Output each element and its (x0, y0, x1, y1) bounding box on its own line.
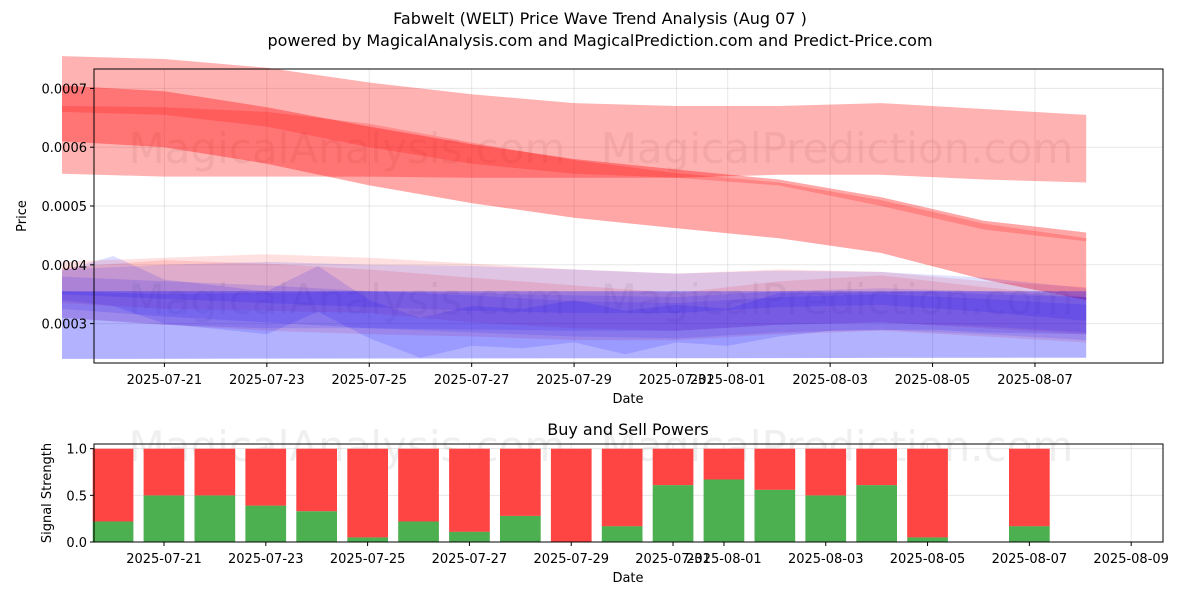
price-y-tick-label: 0.0005 (42, 200, 88, 215)
sell-bar (550, 448, 592, 542)
red-wave-band-4 (62, 260, 1087, 343)
sell-bar (500, 448, 541, 516)
buy-bar (754, 489, 796, 542)
buy-bar (805, 495, 847, 542)
chart-title: Fabwelt (WELT) Price Wave Trend Analysis… (393, 9, 807, 28)
red-wave-band-1 (62, 85, 1087, 301)
sell-bar (754, 448, 796, 490)
price-x-tick-label: 2025-07-21 (127, 373, 203, 388)
blue-wave-band-9 (62, 276, 1087, 341)
buy-sell-title: Buy and Sell Powers (547, 420, 709, 439)
sell-bar (601, 448, 643, 527)
sell-bar (856, 448, 897, 486)
sell-bar (805, 448, 847, 496)
price-x-tick-label: 2025-08-05 (895, 373, 971, 388)
signal-x-tick-label: 2025-07-31 (635, 552, 711, 567)
red-wave-band-0 (62, 56, 1087, 183)
signal-x-tick-label: 2025-08-01 (686, 552, 762, 567)
price-x-tick-label: 2025-07-25 (331, 373, 407, 388)
price-x-tick-label: 2025-08-01 (690, 373, 766, 388)
buy-bar (856, 485, 897, 542)
signal-x-axis-label: Date (612, 571, 643, 586)
sell-bar (92, 448, 134, 522)
price-y-tick-label: 0.0007 (42, 82, 88, 97)
price-x-axis: 2025-07-21 2025-07-23 2025-07-25 2025-07-27… (127, 363, 1073, 388)
signal-x-tick-label: 2025-08-05 (890, 552, 966, 567)
signal-x-tick-label: 2025-08-03 (788, 552, 864, 567)
watermark-prediction-top: MagicalPrediction.com (601, 124, 1074, 173)
sell-bar (143, 448, 185, 496)
signal-x-tick-label: 2025-08-09 (1093, 552, 1169, 567)
price-x-axis-label: Date (612, 392, 643, 407)
price-x-tick-label: 2025-08-07 (997, 373, 1073, 388)
buy-bar (1009, 526, 1050, 542)
signal-y-tick-label: 1.0 (66, 443, 87, 458)
signal-x-tick-label: 2025-07-27 (432, 552, 508, 567)
sell-bar (245, 448, 287, 506)
buy-bar (347, 537, 388, 542)
signal-x-axis: 2025-07-21 2025-07-23 2025-07-25 2025-07-27… (126, 542, 1169, 567)
blue-wave-band-6 (62, 256, 1087, 358)
price-x-tick-label: 2025-07-27 (434, 373, 510, 388)
sell-bar (296, 448, 337, 512)
buy-bar (601, 526, 643, 542)
buy-bar (245, 505, 287, 542)
price-grid (94, 69, 1163, 363)
red-wave-band-3 (62, 254, 1087, 335)
price-y-axis: 0.0003 0.0004 0.0005 0.0006 0.0007 (42, 82, 94, 333)
price-x-tick-label: 2025-07-23 (229, 373, 305, 388)
signal-y-tick-label: 0.0 (66, 536, 87, 551)
buy-bar (92, 521, 134, 542)
signal-bars (92, 448, 1050, 542)
signal-y-axis-label: Signal Strength (40, 443, 55, 543)
chart-subtitle: powered by MagicalAnalysis.com and Magic… (267, 31, 933, 50)
signal-x-tick-label: 2025-07-29 (533, 552, 609, 567)
price-y-tick-label: 0.0006 (42, 141, 88, 156)
blue-wave-band-7 (62, 261, 1087, 321)
signal-x-tick-label: 2025-07-25 (330, 552, 406, 567)
signal-x-tick-label: 2025-07-23 (228, 552, 304, 567)
sell-bar (703, 448, 745, 480)
blue-wave-band-8 (62, 288, 1087, 333)
signal-x-tick-label: 2025-08-07 (992, 552, 1068, 567)
buy-bar (449, 531, 490, 542)
buy-bar (703, 479, 745, 542)
sell-bar (449, 448, 490, 532)
buy-bar (500, 515, 541, 542)
buy-bar (907, 537, 948, 542)
price-x-tick-label: 2025-08-03 (792, 373, 868, 388)
watermark-prediction-mid: MagicalPrediction.com (601, 275, 1074, 324)
price-x-tick-label: 2025-07-31 (639, 373, 715, 388)
sell-bar (652, 448, 694, 486)
signal-y-tick-label: 0.5 (66, 489, 87, 504)
buy-bar (194, 495, 236, 542)
price-x-tick-label: 2025-07-29 (536, 373, 612, 388)
price-y-axis-label: Price (15, 200, 30, 232)
buy-bar (652, 485, 694, 542)
sell-bar (1009, 448, 1050, 527)
price-y-tick-label: 0.0004 (42, 259, 88, 274)
price-wave-bands (62, 56, 1087, 359)
buy-bar (296, 511, 337, 542)
buy-bar (398, 521, 439, 542)
sell-bar (194, 448, 236, 496)
red-wave-band-2 (62, 106, 1087, 242)
watermark-analysis-mid: MagicalAnalysis.com (129, 275, 566, 324)
signal-plot-frame (93, 443, 1164, 543)
price-plot-frame (93, 68, 1164, 364)
sell-bar (347, 448, 388, 538)
signal-x-tick-label: 2025-07-21 (126, 552, 202, 567)
blue-wave-band-5 (62, 291, 1087, 359)
sell-bar (398, 448, 439, 522)
watermark-analysis-top: MagicalAnalysis.com (129, 124, 566, 173)
watermark-analysis-bottom: MagicalAnalysis.com (129, 422, 566, 471)
buy-bar (143, 495, 185, 542)
sell-bar (907, 448, 948, 538)
price-y-tick-label: 0.0003 (42, 318, 88, 333)
signal-y-axis: 0.0 0.5 1.0 (66, 443, 94, 551)
